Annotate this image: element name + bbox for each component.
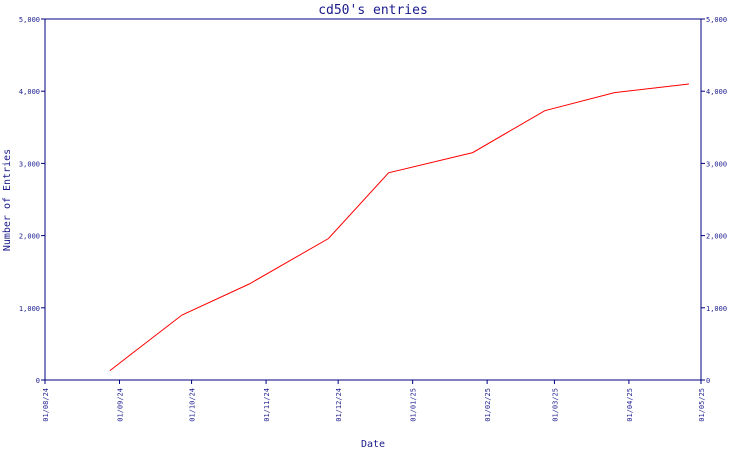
x-tick-label: 01/12/24 [335, 388, 343, 422]
x-tick-label: 01/02/25 [484, 388, 492, 422]
y-tick-label-right: 1,000 [706, 305, 727, 313]
series-line [110, 84, 689, 371]
y-tick-label-right: 4,000 [706, 88, 727, 96]
y-tick-label-left: 1,000 [19, 305, 40, 313]
y-axis-label: Number of Entries [2, 149, 13, 251]
y-tick-label-left: 5,000 [19, 16, 40, 24]
x-tick-label: 01/03/25 [551, 388, 559, 422]
x-tick-label: 01/11/24 [263, 388, 271, 422]
y-tick-label-left: 4,000 [19, 88, 40, 96]
x-tick-label: 01/09/24 [116, 388, 124, 422]
y-tick-label-left: 3,000 [19, 160, 40, 168]
plot-frame [45, 19, 701, 380]
x-tick-label: 01/10/24 [189, 388, 197, 422]
chart-title: cd50's entries [318, 3, 428, 18]
x-axis-label: Date [361, 439, 385, 450]
x-tick-label: 01/01/25 [410, 388, 418, 422]
x-tick-label: 01/05/25 [698, 388, 706, 422]
x-tick-label: 01/04/25 [626, 388, 634, 422]
y-tick-label-right: 0 [706, 377, 710, 385]
y-tick-label-right: 3,000 [706, 160, 727, 168]
y-tick-label-left: 0 [36, 377, 40, 385]
x-tick-label: 01/08/24 [42, 388, 50, 422]
plot-area: 0 0 1,000 1,000 2,000 2,000 3,000 3,000 4,000 4,0… [19, 16, 727, 422]
y-tick-label-right: 2,000 [706, 233, 727, 241]
y-tick-label-left: 2,000 [19, 233, 40, 241]
y-tick-label-right: 5,000 [706, 16, 727, 24]
